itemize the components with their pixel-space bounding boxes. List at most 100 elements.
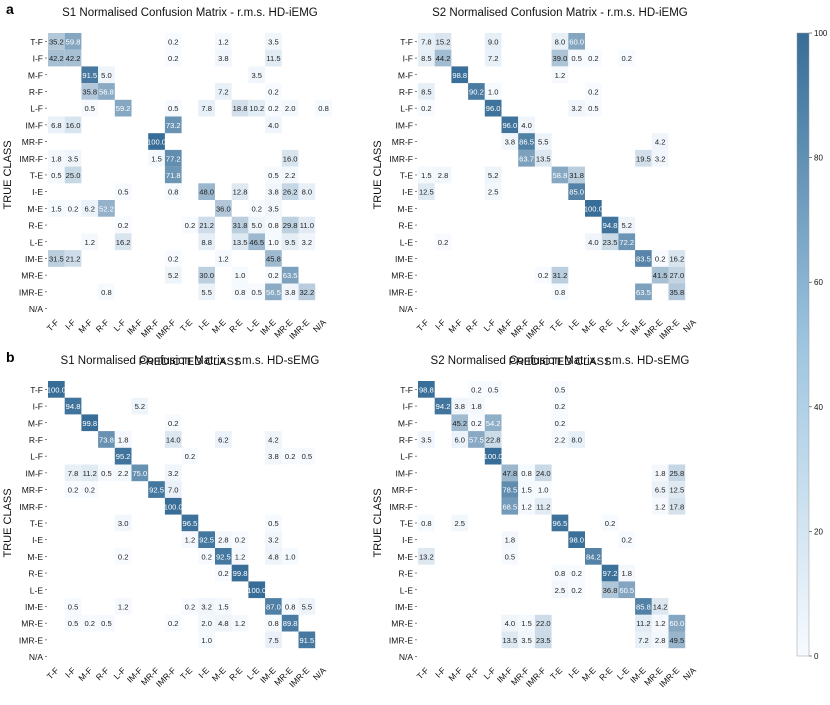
y-tick-label: T-E xyxy=(30,170,44,180)
y-tick-label: I-F xyxy=(33,402,43,412)
heatmap-cell xyxy=(668,283,686,301)
cell-value-label: 0.2 xyxy=(421,104,432,113)
panel-label-b: b xyxy=(6,349,15,365)
cell-value-label: 99.8 xyxy=(82,419,97,428)
cell-value-label: 100.0 xyxy=(47,385,66,394)
heatmap-cell xyxy=(418,83,435,100)
heatmap-cell xyxy=(265,166,282,184)
heatmap-cell xyxy=(468,431,485,448)
x-tick-label: N/A xyxy=(681,665,698,682)
x-tick-label: R-F xyxy=(464,665,481,682)
heatmap-cell xyxy=(198,183,215,200)
heatmap-cell xyxy=(601,564,619,582)
heatmap-cell xyxy=(568,49,585,67)
cell-value-label: 11.2 xyxy=(83,469,97,478)
y-tick-label: IM-F xyxy=(26,120,43,130)
cell-value-label: 0.5 xyxy=(268,171,279,180)
heatmap-cell xyxy=(668,631,686,649)
matrix-title: S1 Normalised Confusion Matrix - r.m.s. … xyxy=(61,355,320,367)
heatmap-cell xyxy=(98,614,115,632)
heatmap-cell xyxy=(164,183,182,200)
heatmap-cell xyxy=(585,99,602,117)
heatmap-cell xyxy=(114,233,132,251)
cell-value-label: 0.5 xyxy=(118,188,129,197)
cell-value-label: 12.8 xyxy=(233,188,248,197)
heatmap-cell xyxy=(148,481,165,498)
cell-value-label: 63.5 xyxy=(283,271,298,280)
heatmap-cell xyxy=(434,233,452,251)
cell-value-label: 0.8 xyxy=(421,519,432,528)
cell-value-label: 25.8 xyxy=(669,469,684,478)
cell-value-label: 0.2 xyxy=(168,254,179,263)
cell-value-label: 86.5 xyxy=(519,138,534,147)
heatmap-cell xyxy=(181,531,199,548)
heatmap-cell xyxy=(501,531,519,548)
cell-value-label: 1.5 xyxy=(521,486,532,495)
cell-value-label: 6.2 xyxy=(218,435,229,444)
cell-value-label: 13.5 xyxy=(502,636,517,645)
heatmap-cell xyxy=(484,49,502,67)
heatmap-cell xyxy=(164,614,182,632)
y-tick-label: I-E xyxy=(402,187,413,197)
heatmap-cell xyxy=(265,233,282,251)
cell-value-label: 92.5 xyxy=(199,536,214,545)
cell-value-label: 73.2 xyxy=(166,121,181,130)
heatmap-cell xyxy=(298,233,316,251)
y-tick-label: IMR-E xyxy=(19,635,43,645)
cell-value-label: 0.8 xyxy=(318,104,329,113)
heatmap-cell xyxy=(601,216,619,234)
cell-value-label: 0.8 xyxy=(235,288,246,297)
heatmap-cell xyxy=(215,431,232,448)
heatmap-cell xyxy=(48,200,65,217)
cell-value-label: 45.2 xyxy=(452,419,467,428)
cell-value-label: 31.5 xyxy=(49,254,64,263)
x-tick-label: N/A xyxy=(681,317,698,334)
cell-value-label: 0.2 xyxy=(84,486,95,495)
heatmap-cell xyxy=(198,283,215,301)
cell-value-label: 0.5 xyxy=(555,385,566,394)
cell-value-label: 0.5 xyxy=(488,385,499,394)
cell-value-label: 3.2 xyxy=(201,602,212,611)
cell-value-label: 16.0 xyxy=(283,154,298,163)
cell-value-label: 3.5 xyxy=(421,435,432,444)
y-tick-label: T-F xyxy=(400,37,413,47)
cell-value-label: 0.8 xyxy=(555,569,566,578)
cell-value-label: 2.8 xyxy=(655,636,666,645)
y-tick-label: M-E xyxy=(27,552,43,562)
heatmap-cell xyxy=(248,233,266,251)
cell-value-label: 0.8 xyxy=(268,619,279,628)
cell-value-label: 5.5 xyxy=(302,602,313,611)
y-tick-label: IMR-F xyxy=(19,502,43,512)
y-axis-label: TRUE CLASS xyxy=(2,488,14,557)
cell-value-label: 98.8 xyxy=(419,385,434,394)
cell-value-label: 1.2 xyxy=(235,552,246,561)
cell-value-label: 11.0 xyxy=(300,221,314,230)
cell-value-label: 59.2 xyxy=(116,104,131,113)
cell-value-label: 16.0 xyxy=(66,121,81,130)
heatmap-cell xyxy=(518,497,535,515)
cell-value-label: 0.8 xyxy=(285,602,296,611)
heatmap-cell xyxy=(131,464,149,482)
colorbar-tick-label: 0 xyxy=(814,652,819,661)
heatmap-cell xyxy=(231,283,249,301)
heatmap-cell xyxy=(418,548,435,565)
x-tick-label: T-E xyxy=(548,665,565,682)
heatmap-cell xyxy=(568,183,585,200)
heatmap-cell xyxy=(231,564,249,582)
cell-value-label: 1.2 xyxy=(218,254,229,263)
heatmap-cell xyxy=(585,233,602,251)
heatmap-cell xyxy=(618,564,636,582)
heatmap-cell xyxy=(518,481,535,498)
cell-value-label: 0.2 xyxy=(655,254,666,263)
cell-value-label: 63.7 xyxy=(519,154,534,163)
heatmap-cell xyxy=(551,431,569,448)
cell-value-label: 0.2 xyxy=(438,238,449,247)
cell-value-label: 5.2 xyxy=(488,171,499,180)
cell-value-label: 3.8 xyxy=(454,402,465,411)
heatmap-cell xyxy=(518,116,535,134)
cell-value-label: 5.2 xyxy=(168,271,179,280)
heatmap-cell xyxy=(651,497,669,515)
heatmap-cell xyxy=(48,116,65,134)
heatmap-cell xyxy=(418,49,435,67)
